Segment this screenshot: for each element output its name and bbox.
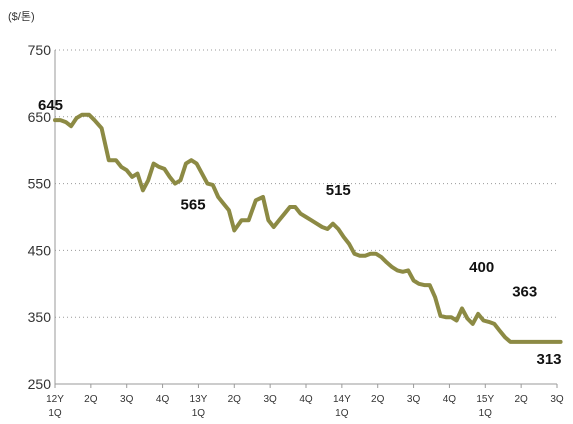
x-tick-label: 3Q: [120, 394, 134, 405]
data-label-645: 645: [38, 97, 63, 114]
y-tick-label-650: 650: [28, 109, 52, 125]
x-tick-label: 12Y: [46, 394, 64, 405]
x-tick-label: 3Q: [407, 394, 421, 405]
data-label-565: 565: [181, 197, 206, 214]
x-tick-label: 4Q: [443, 394, 457, 405]
x-tick-label: 2Q: [514, 394, 528, 405]
y-tick-label-450: 450: [28, 242, 52, 258]
data-label-363: 363: [512, 284, 537, 301]
x-tick-label: 1Q: [335, 408, 349, 419]
y-tick-label-750: 750: [28, 42, 52, 58]
data-label-515: 515: [326, 182, 351, 199]
y-tick-label-250: 250: [28, 376, 52, 392]
price-series-line: [53, 112, 563, 344]
x-tick-label: 14Y: [333, 394, 351, 405]
x-tick-label: 15Y: [476, 394, 494, 405]
x-tick-label: 2Q: [228, 394, 242, 405]
x-tick-label: 3Q: [550, 394, 564, 405]
x-tick-label: 1Q: [48, 408, 62, 419]
x-tick-label: 2Q: [84, 394, 98, 405]
x-tick-label: 1Q: [479, 408, 493, 419]
x-tick-label: 2Q: [371, 394, 385, 405]
x-tick-label: 1Q: [192, 408, 206, 419]
y-tick-label-350: 350: [28, 309, 52, 325]
data-label-400: 400: [469, 259, 494, 276]
y-axis-unit-label: ($/톤): [8, 11, 35, 23]
x-tick-label: 4Q: [299, 394, 313, 405]
x-tick-label: 3Q: [263, 394, 277, 405]
y-tick-label-550: 550: [28, 176, 52, 192]
x-tick-label: 4Q: [156, 394, 170, 405]
x-tick-label: 13Y: [190, 394, 208, 405]
data-label-313: 313: [536, 351, 561, 368]
